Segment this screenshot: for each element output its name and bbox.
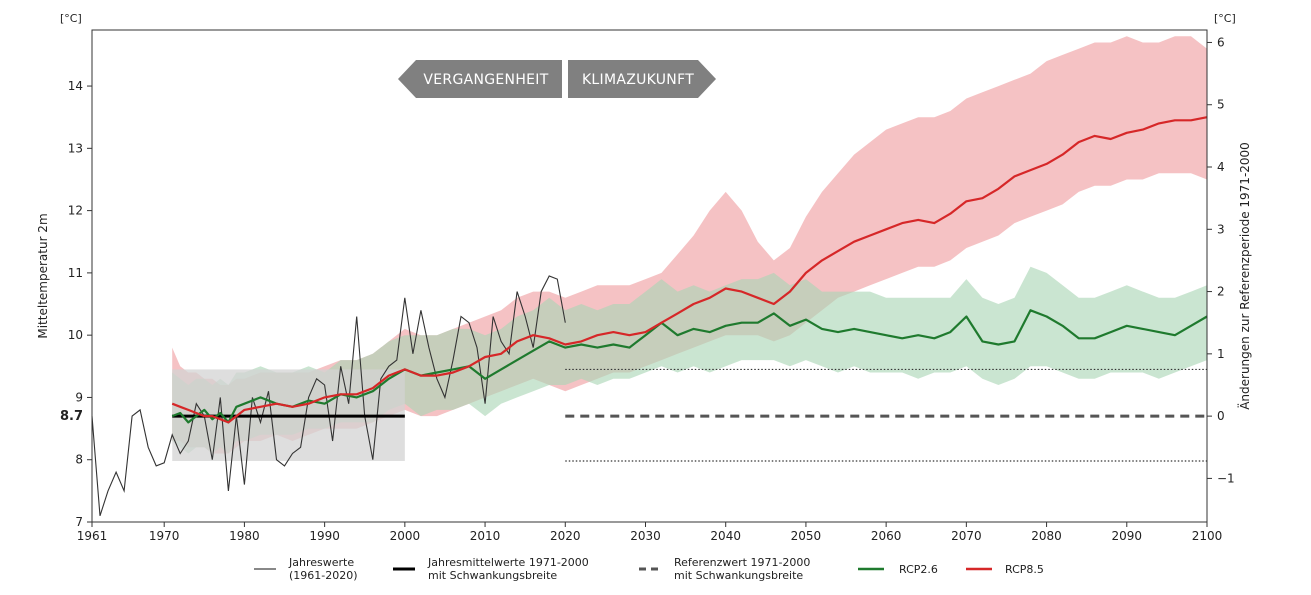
y-tick-label: 10 — [68, 328, 83, 342]
x-tick-label: 2010 — [470, 529, 501, 543]
legend-label-rcp85: RCP8.5 — [1005, 563, 1044, 576]
y2-tick-label: 1 — [1217, 347, 1225, 361]
legend-label-mean-line2: mit Schwankungsbreite — [428, 569, 557, 582]
x-tick-label: 2080 — [1031, 529, 1062, 543]
unit-left: [°C] — [60, 12, 82, 25]
legend-label-observed-line1: Jahreswerte — [288, 556, 354, 569]
y-tick-label: 13 — [68, 141, 83, 155]
future-label: KLIMAZUKUNFT — [582, 72, 694, 88]
y2-tick-label: 3 — [1217, 222, 1225, 236]
x-tick-label: 2090 — [1112, 529, 1143, 543]
x-tick-label: 2100 — [1192, 529, 1223, 543]
x-tick-label: 2040 — [710, 529, 741, 543]
plot-frame — [91, 29, 1208, 523]
y2-tick-label: 2 — [1217, 285, 1225, 299]
x-tick-label: 1990 — [309, 529, 340, 543]
y2-tick-label: 5 — [1217, 98, 1225, 112]
y-tick-label: 14 — [68, 79, 83, 93]
x-tick-label: 1980 — [229, 529, 260, 543]
series-lines — [91, 116, 1208, 516]
unit-right: [°C] — [1214, 12, 1236, 25]
future-arrow — [568, 60, 716, 98]
y2-tick-label: 0 — [1217, 409, 1225, 423]
x-tick-label: 1970 — [149, 529, 180, 543]
y-axis-label: Mitteltemperatur 2m — [36, 213, 50, 338]
legend: Jahreswerte(1961-2020) Jahresmittelwerte … — [254, 556, 1044, 582]
x-tick-label: 2070 — [951, 529, 982, 543]
legend-label-observed-line2: (1961-2020) — [289, 569, 358, 582]
y2-axis-label: Änderungen zur Referenzperiode 1971-2000 — [1237, 142, 1252, 410]
past-arrow — [398, 60, 562, 98]
y-tick-label: 9 — [75, 390, 83, 404]
x-tick-label: 2060 — [871, 529, 902, 543]
legend-label-mean-line1: Jahresmittelwerte 1971-2000 — [427, 556, 589, 569]
reference-value-label: 8.7 — [60, 409, 83, 424]
observed-line — [91, 275, 566, 516]
uncertainty-bands — [172, 36, 1208, 454]
x-tick-label: 2050 — [791, 529, 822, 543]
legend-label-ref-line2: mit Schwankungsbreite — [674, 569, 803, 582]
y-tick-label: 12 — [68, 204, 83, 218]
x-tick-label: 2020 — [550, 529, 581, 543]
legend-label-ref-line1: Referenzwert 1971-2000 — [674, 556, 810, 569]
x-tick-label: 1961 — [77, 529, 108, 543]
axes: 1961 1970 1980 1990 2000 2010 2020 2030 2040 2050… — [36, 12, 1252, 543]
y2-tick-label: 4 — [1217, 160, 1225, 174]
past-label: VERGANGENHEIT — [423, 72, 548, 88]
y2-tick-label: 6 — [1217, 35, 1225, 49]
x-tick-label: 2030 — [630, 529, 661, 543]
time-banner: VERGANGENHEIT KLIMAZUKUNFT — [398, 60, 716, 98]
rcp26-band — [172, 266, 1208, 454]
x-tick-label: 2000 — [390, 529, 421, 543]
rcp85-line — [171, 116, 1208, 424]
y-tick-label: 7 — [75, 515, 83, 529]
y-tick-label: 8 — [75, 453, 83, 467]
legend-label-rcp26: RCP2.6 — [899, 563, 938, 576]
y-tick-label: 11 — [68, 266, 83, 280]
y2-tick-label: −1 — [1217, 471, 1235, 485]
